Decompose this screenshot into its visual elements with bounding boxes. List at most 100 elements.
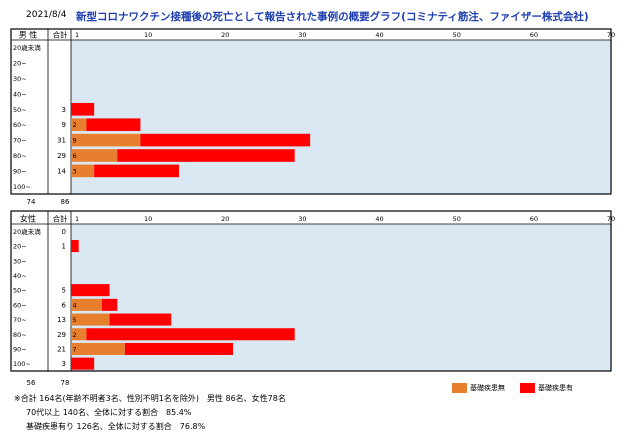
bar-label: 3 (73, 167, 77, 175)
x-tick-label: 60 (530, 215, 538, 223)
bar-label: 7 (73, 345, 77, 353)
row-total: 6 (62, 301, 67, 309)
x-tick-label: 30 (298, 31, 306, 39)
row-total: 29 (57, 331, 66, 339)
group-label: 女性 (20, 214, 36, 224)
row-total: 3 (62, 360, 66, 368)
legend-swatch-no-condition (452, 383, 467, 393)
category-label: 100~ (13, 183, 31, 191)
bar-condition (94, 164, 179, 178)
legend-item-no-condition: 基礎疾患無 (452, 383, 505, 393)
total-header: 合計 (53, 30, 68, 40)
bar-label: 9 (73, 137, 77, 145)
x-tick-label: 30 (298, 215, 306, 223)
footer-value: 78 (61, 379, 70, 387)
bar-no-condition (71, 298, 102, 311)
legend-swatch-condition (520, 383, 535, 393)
category-label: 70~ (13, 137, 27, 145)
row-total: 31 (57, 137, 66, 145)
category-label: 20~ (13, 60, 27, 68)
category-label: 80~ (13, 152, 27, 160)
category-label: 70~ (13, 316, 27, 324)
x-tick-label: 50 (453, 31, 461, 39)
bar-condition (71, 240, 79, 253)
row-total: 3 (62, 106, 66, 114)
x-tick-label: 40 (375, 215, 383, 223)
bar-condition (86, 328, 295, 341)
panel-frame (10, 28, 612, 195)
bar-condition (86, 118, 141, 132)
bar-label: 4 (73, 301, 77, 309)
bar-no-condition (71, 313, 110, 326)
bar-label: 2 (73, 331, 77, 339)
row-total: 9 (62, 121, 66, 129)
category-label: 90~ (13, 167, 27, 175)
bar-condition (101, 298, 118, 311)
x-tick-label: 60 (530, 31, 538, 39)
row-total: 1 (62, 243, 66, 251)
category-label: 80~ (13, 331, 27, 339)
footer-value: 86 (61, 198, 70, 206)
legend-label-condition: 基礎疾患有 (538, 384, 573, 392)
footer-value: 74 (27, 198, 36, 206)
bar-condition (109, 313, 172, 326)
bar-no-condition (71, 164, 95, 178)
category-label: 40~ (13, 90, 27, 98)
category-label: 100~ (13, 360, 31, 368)
x-tick-label: 1 (75, 31, 79, 39)
x-tick-label: 70 (607, 215, 615, 223)
bar-no-condition (71, 133, 141, 147)
x-tick-label: 10 (144, 215, 152, 223)
bar-condition (117, 149, 295, 162)
note-age: 70代以上 140名、全体に対する割合 85.4% (26, 408, 192, 417)
legend-item-condition: 基礎疾患有 (520, 383, 573, 393)
row-total: 21 (57, 345, 66, 353)
x-tick-label: 70 (607, 31, 615, 39)
category-label: 40~ (13, 272, 27, 280)
category-label: 30~ (13, 257, 27, 265)
x-tick-label: 10 (144, 31, 152, 39)
footer-value: 56 (27, 379, 36, 387)
note-total: ※合計 164名(年齢不明者3名、性別不明1名を除外) 男性 86名、女性78名 (14, 394, 286, 403)
note-condition: 基礎疾患有り 126名、全体に対する割合 76.8% (26, 422, 206, 431)
notes: ※合計 164名(年齢不明者3名、性別不明1名を除外) 男性 86名、女性78名… (14, 392, 286, 434)
x-tick-label: 1 (75, 215, 79, 223)
category-label: 30~ (13, 75, 27, 83)
row-total: 29 (57, 152, 66, 160)
x-tick-label: 40 (375, 31, 383, 39)
legend-label-no-condition: 基礎疾患無 (470, 384, 505, 392)
category-label: 60~ (13, 121, 27, 129)
date-label: 2021/8/4 (26, 10, 67, 20)
row-total: 0 (62, 228, 66, 236)
category-label: 90~ (13, 345, 27, 353)
total-header: 合計 (53, 214, 68, 224)
category-label: 50~ (13, 287, 27, 295)
bar-condition (71, 357, 95, 370)
bar-no-condition (71, 149, 118, 162)
bar-no-condition (71, 342, 125, 355)
bar-condition (140, 133, 311, 147)
row-total: 5 (62, 287, 66, 295)
bar-no-condition (71, 328, 87, 341)
x-tick-label: 20 (221, 215, 229, 223)
chart-title: 新型コロナワクチン接種後の死亡として報告された事例の概要グラフ(コミナティ筋注、… (76, 11, 589, 23)
row-total: 13 (57, 316, 66, 324)
bar-condition (71, 102, 95, 116)
group-label: 男 性 (19, 30, 38, 40)
bar-label: 5 (73, 316, 77, 324)
row-total: 14 (57, 167, 66, 175)
bar-label: 6 (73, 152, 77, 160)
panel-frame (10, 210, 612, 372)
bar-label: 2 (73, 121, 77, 129)
bar-no-condition (71, 118, 87, 132)
x-tick-label: 50 (453, 215, 461, 223)
category-label: 20歳未満 (13, 227, 41, 236)
x-tick-label: 20 (221, 31, 229, 39)
category-label: 20~ (13, 243, 27, 251)
category-label: 60~ (13, 301, 27, 309)
category-label: 20歳未満 (13, 43, 41, 52)
category-label: 50~ (13, 106, 27, 114)
bar-condition (71, 284, 110, 297)
bar-condition (125, 342, 233, 355)
